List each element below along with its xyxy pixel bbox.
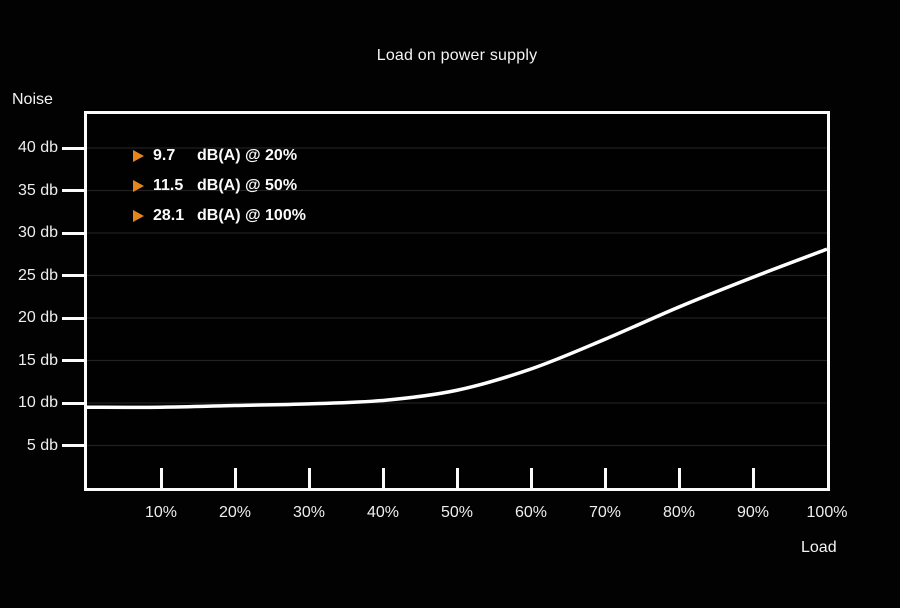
- right-arrow-icon: [133, 210, 144, 222]
- y-axis-tick-mark: [62, 316, 84, 320]
- gridlines: [87, 147, 827, 447]
- legend-row: 9.7 dB(A) @ 20%: [133, 141, 306, 171]
- x-axis-tick-label: 90%: [736, 504, 770, 521]
- legend-label: dB(A) @ 100%: [197, 207, 306, 224]
- y-axis-tick-mark: [62, 401, 84, 405]
- x-axis-tick-label: 10%: [144, 504, 178, 521]
- legend-label: dB(A) @ 50%: [197, 177, 298, 194]
- legend-row: 28.1 dB(A) @ 100%: [133, 201, 306, 231]
- y-axis-tick-label: 35 db: [17, 181, 58, 199]
- legend-label: dB(A) @ 20%: [197, 147, 298, 164]
- plot-area: 9.7 dB(A) @ 20% 11.5 dB(A) @ 50% 28.1 dB…: [84, 111, 830, 491]
- legend-value: 11.5: [153, 177, 184, 194]
- x-axis-tick-label: 100%: [806, 504, 848, 521]
- y-axis-tick-mark: [62, 274, 84, 277]
- y-axis-tick-label: 25 db: [17, 266, 58, 284]
- legend-row: 11.5 dB(A) @ 50%: [133, 171, 306, 201]
- x-axis-tick-mark: [529, 468, 533, 488]
- x-axis-title: Load: [801, 539, 837, 556]
- annotation-legend: 9.7 dB(A) @ 20% 11.5 dB(A) @ 50% 28.1 dB…: [133, 141, 306, 231]
- y-axis-tick-label: 40 db: [17, 139, 58, 156]
- y-axis-tick-label: 20 db: [17, 309, 58, 326]
- y-axis-tick-label: 30 db: [17, 224, 58, 241]
- y-axis-tick-mark: [62, 189, 84, 192]
- y-axis-title: Noise: [12, 91, 53, 108]
- x-axis-tick-label: 30%: [292, 504, 326, 521]
- y-axis-tick-label: 10 db: [17, 394, 58, 411]
- x-axis-tick-mark: [603, 468, 607, 488]
- x-axis-tick-mark: [677, 468, 681, 488]
- x-axis-tick-label: 80%: [662, 504, 696, 521]
- y-axis-tick-label: 5 db: [26, 436, 58, 454]
- x-axis-tick-mark: [159, 468, 163, 488]
- y-axis-tick-mark: [62, 359, 84, 362]
- x-axis-tick-label: 50%: [440, 504, 474, 521]
- chart-title: Load on power supply: [376, 47, 538, 64]
- x-axis-tick-label: 20%: [218, 504, 252, 521]
- x-axis-tick-mark: [233, 468, 237, 488]
- y-axis-tick-mark: [62, 444, 84, 447]
- right-arrow-icon: [133, 180, 144, 192]
- x-axis-tick-label: 40%: [366, 504, 400, 521]
- y-axis-tick-mark: [62, 146, 84, 150]
- x-axis-tick-mark: [307, 468, 311, 488]
- x-axis-tick-mark: [455, 468, 459, 488]
- y-axis-tick-label: 15 db: [17, 351, 58, 369]
- noise-curve: [86, 247, 828, 410]
- x-axis-tick-mark: [381, 468, 385, 488]
- legend-value: 28.1: [153, 207, 185, 224]
- x-axis-tick-label: 70%: [588, 504, 622, 521]
- noise-curve-svg: [86, 147, 828, 447]
- right-arrow-icon: [133, 150, 144, 162]
- x-axis-tick-mark: [751, 468, 755, 488]
- x-axis-tick-label: 60%: [514, 504, 548, 521]
- y-axis-tick-mark: [62, 231, 84, 235]
- legend-value: 9.7: [153, 147, 176, 164]
